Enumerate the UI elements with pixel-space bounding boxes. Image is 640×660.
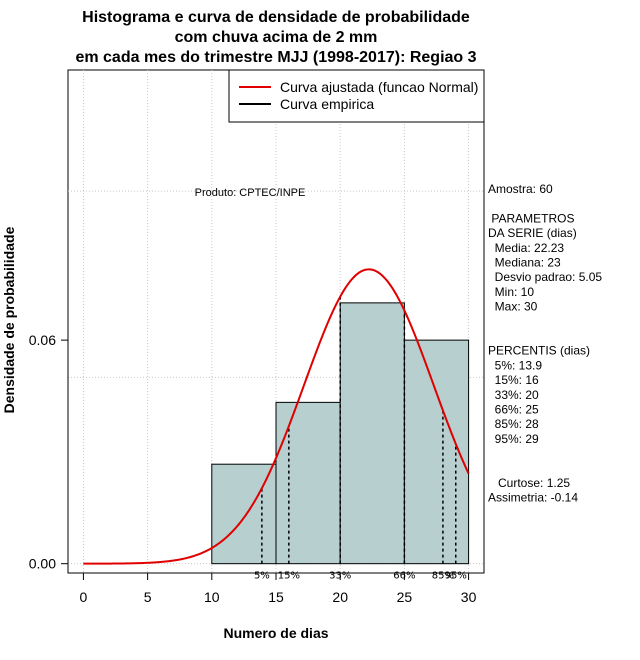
- x-tick-label: 10: [204, 589, 220, 605]
- stats-line: Max: 30: [488, 300, 538, 314]
- percentile-label: 85%: [432, 571, 454, 582]
- stats-line: Mediana: 23: [488, 256, 561, 270]
- stats-line: Amostra: 60: [488, 182, 553, 196]
- normal-curve: [83, 268, 470, 565]
- stats-line: Assimetria: -0.14: [488, 491, 578, 505]
- histogram-bar: [339, 302, 405, 565]
- y-tick-label: 0.06: [29, 332, 56, 348]
- x-tick-label: 0: [80, 589, 88, 605]
- x-tick-label: 5: [144, 589, 152, 605]
- stats-line: 33%: 20: [488, 388, 539, 402]
- histogram-bar: [403, 339, 470, 565]
- legend-label-empirical: Curva empirica: [280, 96, 374, 112]
- y-tick-label: 0.00: [29, 556, 56, 572]
- percentile-label: 95%: [445, 571, 467, 582]
- stats-line: 85%: 28: [488, 417, 539, 431]
- percentile-labels: 5% 15% 33% 66% 85%95%: [254, 571, 467, 582]
- percentile-label: 15%: [278, 571, 300, 582]
- chart-title-line-2: com chuva acima de 2 mm: [175, 29, 378, 46]
- stats-line: DA SERIE (dias): [488, 226, 577, 240]
- y-axis: 0.00 0.06: [29, 332, 69, 572]
- percentile-lines: [261, 296, 457, 564]
- stats-line: 95%: 29: [488, 432, 539, 446]
- x-tick-label: 20: [332, 589, 348, 605]
- x-axis: 0 5 10 15 20 25 30: [80, 572, 477, 605]
- chart-title-line-1: Histograma e curva de densidade de proba…: [82, 9, 470, 26]
- stats-line: 5%: 13.9: [488, 358, 542, 372]
- y-axis-label: Densidade de probabilidade: [1, 226, 17, 413]
- x-tick-label: 30: [461, 589, 477, 605]
- histogram-bar: [275, 401, 341, 565]
- legend-box: [228, 69, 485, 123]
- stats-line: Min: 10: [488, 285, 534, 299]
- percentile-label: 5%: [254, 571, 270, 582]
- stats-line: Media: 22.23: [488, 241, 564, 255]
- stats-line: Desvio padrao: 5.05: [488, 270, 602, 284]
- legend: Curva ajustada (funcao Normal) Curva emp…: [228, 69, 485, 123]
- x-axis-label: Numero de dias: [223, 625, 328, 641]
- product-annotation: Produto: CPTEC/INPE: [195, 187, 306, 199]
- legend-label-fitted: Curva ajustada (funcao Normal): [280, 79, 478, 95]
- stats-line: PERCENTIS (dias): [488, 344, 590, 358]
- stats-line: Curtose: 1.25: [488, 476, 570, 490]
- chart-title-line-3: em cada mes do trimestre MJJ (1998-2017)…: [75, 49, 476, 66]
- histogram-bars: [211, 302, 470, 565]
- x-tick-label: 15: [268, 589, 284, 605]
- x-tick-label: 25: [397, 589, 413, 605]
- stats-line: 66%: 25: [488, 403, 539, 417]
- stats-line: 15%: 16: [488, 373, 539, 387]
- stats-line: PARAMETROS: [488, 211, 574, 225]
